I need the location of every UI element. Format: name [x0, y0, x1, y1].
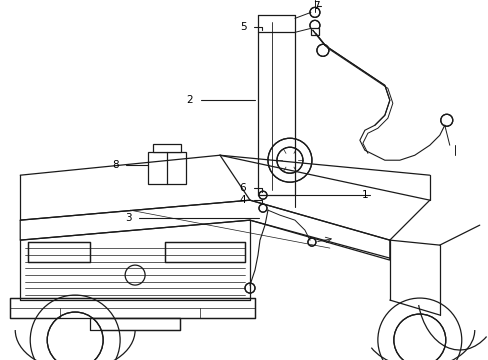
Polygon shape — [165, 242, 244, 262]
Circle shape — [244, 283, 254, 293]
Polygon shape — [28, 242, 90, 262]
Circle shape — [307, 238, 315, 246]
Circle shape — [125, 265, 145, 285]
Polygon shape — [310, 28, 318, 35]
Circle shape — [267, 138, 311, 182]
Polygon shape — [10, 298, 254, 318]
Text: 7: 7 — [312, 1, 319, 12]
Circle shape — [259, 204, 266, 212]
Text: 1: 1 — [361, 190, 367, 200]
Polygon shape — [148, 152, 185, 184]
Circle shape — [309, 7, 319, 17]
Text: 3: 3 — [124, 213, 131, 223]
Text: 2: 2 — [186, 95, 193, 105]
Polygon shape — [153, 144, 181, 152]
Circle shape — [47, 312, 103, 360]
Text: 5: 5 — [239, 22, 246, 32]
Text: 8: 8 — [112, 160, 118, 170]
Circle shape — [276, 147, 303, 173]
Text: 6: 6 — [239, 183, 246, 193]
Circle shape — [309, 21, 319, 30]
Circle shape — [393, 314, 445, 360]
Circle shape — [259, 191, 266, 199]
Polygon shape — [90, 318, 180, 330]
Polygon shape — [20, 200, 389, 260]
Circle shape — [316, 44, 328, 56]
Circle shape — [440, 114, 452, 126]
Text: 4: 4 — [239, 195, 246, 205]
